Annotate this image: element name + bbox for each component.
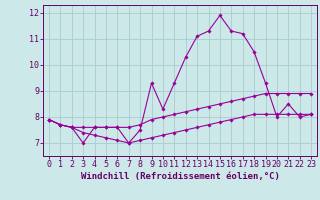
X-axis label: Windchill (Refroidissement éolien,°C): Windchill (Refroidissement éolien,°C) — [81, 172, 279, 181]
